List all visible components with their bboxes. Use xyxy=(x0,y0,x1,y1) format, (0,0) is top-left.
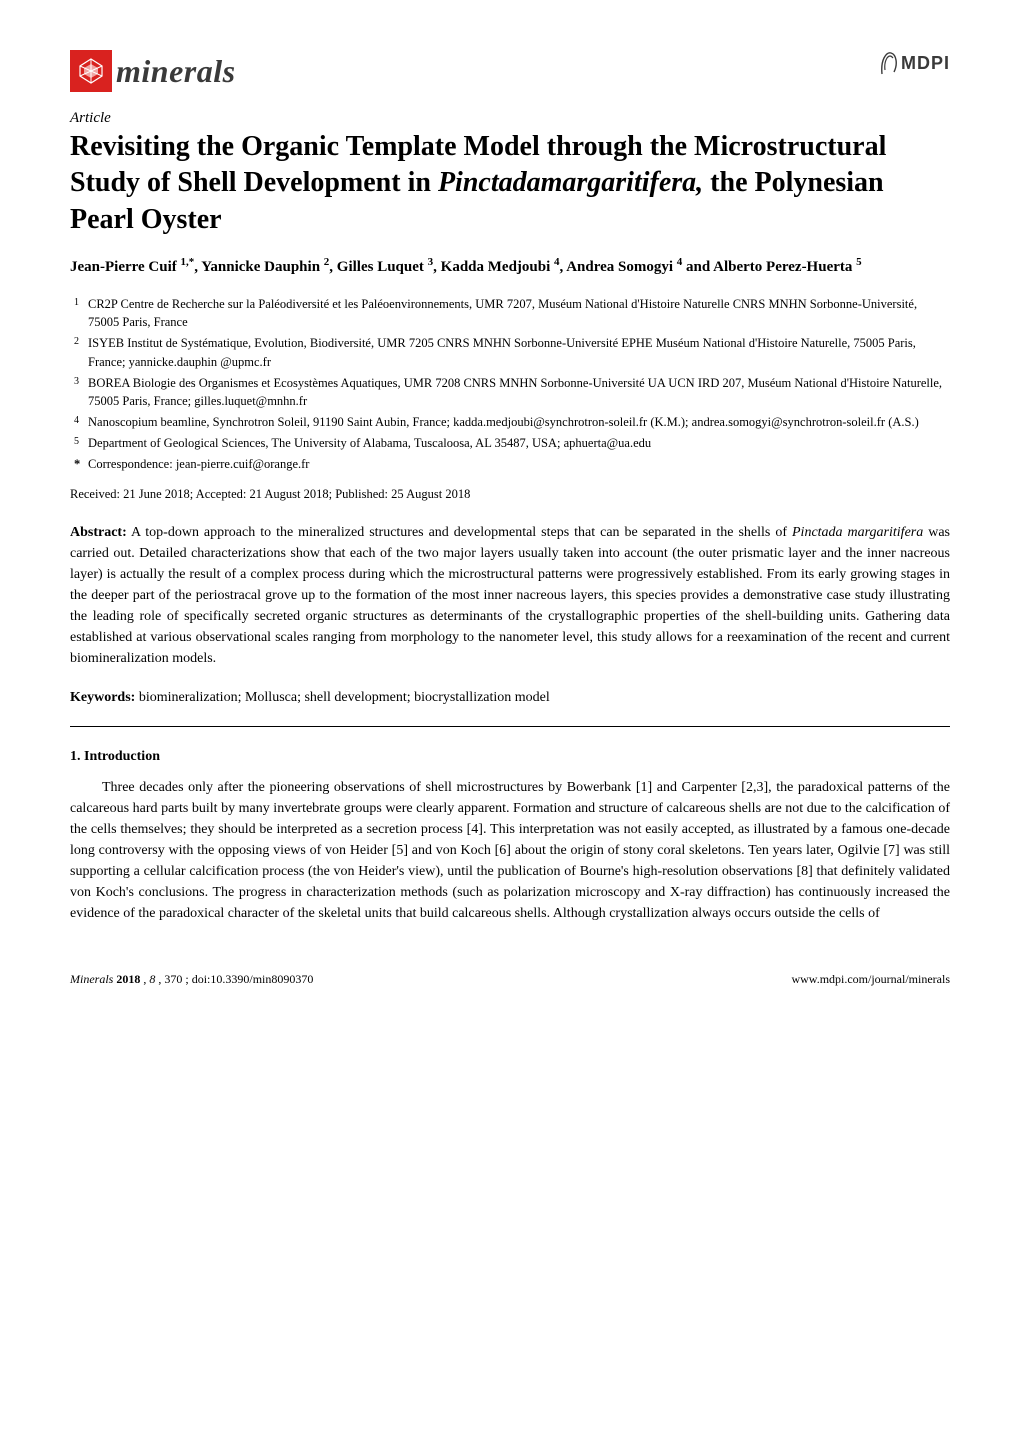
author-marker: 1,* xyxy=(181,256,195,268)
affiliation-marker: 1 xyxy=(74,295,88,333)
affiliation-item: 3BOREA Biologie des Organismes et Ecosys… xyxy=(88,374,950,412)
footer-comma-1: , xyxy=(143,972,146,987)
journal-logo: minerals xyxy=(70,50,236,92)
affiliations-list: 1CR2P Centre de Recherche sur la Paléodi… xyxy=(88,295,950,474)
mdpi-icon xyxy=(879,50,899,76)
author-marker: 4 xyxy=(677,256,683,268)
section-1-heading: 1. Introduction xyxy=(70,749,950,765)
publication-dates: Received: 21 June 2018; Accepted: 21 Aug… xyxy=(70,487,950,502)
intro-paragraph-1: Three decades only after the pioneering … xyxy=(70,777,950,924)
affiliation-item: 2ISYEB Institut de Systématique, Evoluti… xyxy=(88,334,950,372)
correspondence-text: Correspondence: jean-pierre.cuif@orange.… xyxy=(88,455,309,474)
author-name: Kadda Medjoubi xyxy=(441,259,554,275)
footer-comma-2: , xyxy=(158,972,161,987)
affiliation-text: Department of Geological Sciences, The U… xyxy=(88,434,950,453)
footer-page: 370 xyxy=(164,972,182,987)
footer-semicolon: ; xyxy=(185,972,188,987)
page-footer: Minerals 2018, 8, 370; doi:10.3390/min80… xyxy=(70,972,950,987)
footer-citation: Minerals 2018, 8, 370; doi:10.3390/min80… xyxy=(70,972,313,987)
journal-name: minerals xyxy=(116,53,236,90)
author-name: Jean-Pierre Cuif xyxy=(70,259,181,275)
affiliation-text: ISYEB Institut de Systématique, Evolutio… xyxy=(88,334,950,372)
keywords-text: biomineralization; Mollusca; shell devel… xyxy=(135,690,549,705)
footer-doi: doi:10.3390/min8090370 xyxy=(192,972,314,987)
keywords-label: Keywords: xyxy=(70,690,135,705)
affiliation-text: Nanoscopium beamline, Synchrotron Soleil… xyxy=(88,413,950,432)
abstract-species: Pinctada margaritifera xyxy=(792,525,923,540)
affiliation-marker: 5 xyxy=(74,434,88,453)
affiliation-marker: 3 xyxy=(74,374,88,412)
footer-journal: Minerals xyxy=(70,972,113,987)
affiliation-item: 5Department of Geological Sciences, The … xyxy=(88,434,950,453)
affiliation-marker: 4 xyxy=(74,413,88,432)
header-row: minerals MDPI xyxy=(70,50,950,92)
abstract-label: Abstract: xyxy=(70,525,127,540)
article-title: Revisiting the Organic Template Model th… xyxy=(70,129,950,238)
author-name: Gilles Luquet xyxy=(337,259,428,275)
author-marker: 4 xyxy=(554,256,560,268)
abstract-text-before: A top-down approach to the mineralized s… xyxy=(127,525,792,540)
correspondence-marker: * xyxy=(74,455,88,474)
affiliation-text: BOREA Biologie des Organismes et Ecosyst… xyxy=(88,374,950,412)
affiliation-item: 4Nanoscopium beamline, Synchrotron Solei… xyxy=(88,413,950,432)
article-type: Article xyxy=(70,110,950,127)
abstract-text-after: was carried out. Detailed characterizati… xyxy=(70,525,950,666)
section-divider xyxy=(70,726,950,727)
minerals-icon xyxy=(70,50,112,92)
affiliation-text: CR2P Centre de Recherche sur la Paléodiv… xyxy=(88,295,950,333)
author-name: Andrea Somogyi xyxy=(566,259,677,275)
keywords: Keywords: biomineralization; Mollusca; s… xyxy=(70,687,950,708)
author-marker: 2 xyxy=(324,256,330,268)
footer-volume: 8 xyxy=(149,972,155,987)
publisher-logo: MDPI xyxy=(879,50,950,76)
author-name: Alberto Perez-Huerta xyxy=(713,259,856,275)
title-species: Pinctadamargaritifera, xyxy=(438,167,703,198)
affiliation-item: 1CR2P Centre de Recherche sur la Paléodi… xyxy=(88,295,950,333)
authors-line: Jean-Pierre Cuif 1,*, Yannicke Dauphin 2… xyxy=(70,254,950,279)
footer-year: 2018 xyxy=(116,972,140,987)
author-name: Yannicke Dauphin xyxy=(201,259,324,275)
publisher-name: MDPI xyxy=(901,53,950,74)
author-marker: 3 xyxy=(428,256,434,268)
footer-url: www.mdpi.com/journal/minerals xyxy=(791,972,950,987)
abstract: Abstract: A top-down approach to the min… xyxy=(70,522,950,669)
author-marker: 5 xyxy=(856,256,862,268)
affiliation-marker: 2 xyxy=(74,334,88,372)
correspondence: *Correspondence: jean-pierre.cuif@orange… xyxy=(88,455,950,474)
